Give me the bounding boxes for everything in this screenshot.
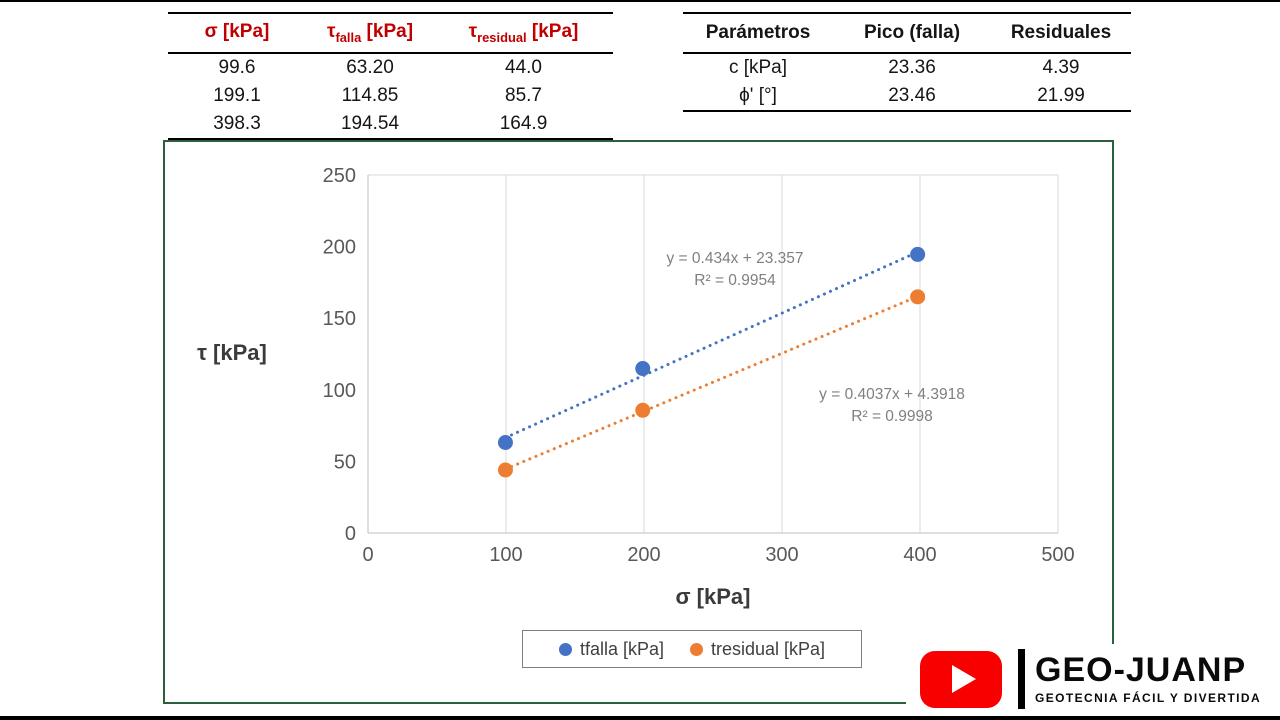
youtube-play-icon: [920, 650, 1002, 708]
top-letterbox-bar: [0, 0, 1280, 2]
x-tick-label: 300: [765, 544, 798, 566]
parameters-table-header-row: Parámetros Pico (falla) Residuales: [683, 12, 1131, 54]
trendline-equation: y = 0.434x + 23.357: [666, 250, 803, 267]
table-row: ϕ' [°] 23.46 21.99: [683, 82, 1131, 110]
legend-label: tresidual [kPa]: [710, 638, 826, 659]
channel-banner: GEO-JUANP GEOTECNIA FÁCIL Y DIVERTIDA: [906, 644, 1280, 714]
data-point: [910, 289, 926, 305]
legend-marker-tfalla-icon: [558, 642, 572, 656]
divider-bar: [1018, 649, 1025, 709]
chart-legend: tfalla [kPa] tresidual [kPa]: [522, 630, 862, 668]
parameters-table: Parámetros Pico (falla) Residuales c [kP…: [683, 12, 1131, 112]
trendline: [503, 294, 920, 471]
x-tick-label: 500: [1041, 544, 1074, 566]
header-tau-falla: τfalla [kPa]: [326, 21, 414, 45]
x-tick-label: 400: [903, 544, 936, 566]
table-cell: 4.39: [1042, 57, 1080, 78]
y-tick-label: 0: [345, 523, 356, 545]
play-triangle-icon: [951, 665, 976, 693]
trendline-r-squared: R² = 0.9954: [694, 272, 776, 289]
data-point: [497, 462, 513, 478]
table-cell: 398.3: [213, 113, 261, 134]
table-row: 199.1 114.85 85.7: [168, 82, 613, 110]
table-row: 99.6 63.20 44.0: [168, 54, 613, 82]
table-cell: 44.0: [505, 57, 542, 78]
channel-tagline: GEOTECNIA FÁCIL Y DIVERTIDA: [1035, 691, 1262, 706]
x-tick-label: 100: [489, 544, 522, 566]
y-axis-title: τ [kPa]: [197, 340, 267, 365]
brand-text: GEO-JUANP GEOTECNIA FÁCIL Y DIVERTIDA: [1035, 650, 1262, 706]
stress-data-table: σ [kPa] τfalla [kPa] τresidual [kPa] 99.…: [168, 12, 613, 140]
header-sigma: σ [kPa]: [204, 21, 270, 43]
data-point: [635, 402, 651, 418]
x-tick-label: 200: [627, 544, 660, 566]
y-tick-label: 150: [323, 308, 356, 330]
table-row: c [kPa] 23.36 4.39: [683, 54, 1131, 82]
header-parametros: Parámetros: [705, 22, 811, 43]
table-cell: 23.36: [888, 57, 936, 78]
header-pico-falla: Pico (falla): [863, 22, 961, 43]
trendline: [503, 250, 920, 440]
table-cell: 199.1: [213, 85, 261, 106]
channel-name: GEO-JUANP: [1035, 650, 1247, 689]
table-cell: ϕ' [°]: [739, 85, 777, 106]
bottom-letterbox-bar: [0, 716, 1280, 720]
header-tau-residual: τresidual [kPa]: [468, 21, 579, 45]
table-cell: 114.85: [341, 85, 399, 106]
table-cell: 21.99: [1037, 85, 1085, 106]
table-cell: 164.9: [499, 113, 548, 134]
data-point: [910, 246, 926, 262]
chart-frame: τ [kPa] σ [kPa] 0 100 200 300 400 500 0 50 100 15…: [163, 140, 1114, 704]
data-point: [635, 361, 651, 377]
table-cell: 63.20: [346, 57, 394, 78]
header-residuales: Residuales: [1010, 22, 1112, 43]
y-tick-label: 50: [334, 451, 356, 473]
legend-marker-tresidual-icon: [689, 642, 703, 656]
table-cell: 85.7: [505, 85, 542, 106]
y-tick-label: 250: [323, 165, 356, 187]
table-cell: 99.6: [218, 57, 256, 78]
legend-label: tfalla [kPa]: [579, 638, 664, 659]
trendline-r-squared: R² = 0.9998: [851, 408, 932, 425]
table-cell: 194.54: [340, 113, 400, 134]
x-tick-label: 0: [362, 544, 373, 566]
legend-item-tfalla: tfalla [kPa]: [558, 638, 664, 660]
stress-table-header-row: σ [kPa] τfalla [kPa] τresidual [kPa]: [168, 12, 613, 54]
y-tick-label: 200: [323, 237, 356, 259]
x-axis-title: σ [kPa]: [676, 584, 751, 609]
data-point: [497, 434, 513, 450]
scatter-chart: τ [kPa] σ [kPa] 0 100 200 300 400 500 0 50 100 15…: [197, 165, 1075, 609]
trendline-equation: y = 0.4037x + 4.3918: [819, 386, 965, 403]
table-row: 398.3 194.54 164.9: [168, 110, 613, 138]
table-cell: c [kPa]: [728, 57, 788, 78]
legend-item-tresidual: tresidual [kPa]: [689, 638, 826, 660]
y-tick-label: 100: [323, 380, 356, 402]
table-cell: 23.46: [888, 85, 936, 106]
